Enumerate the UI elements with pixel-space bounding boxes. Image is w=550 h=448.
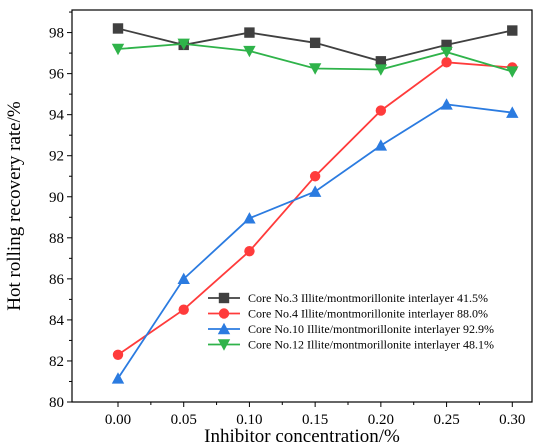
data-point — [244, 245, 255, 257]
data-point — [375, 56, 387, 67]
data-point — [375, 105, 387, 116]
data-point — [112, 349, 124, 360]
x-tick-label: 0.30 — [499, 412, 525, 428]
x-tick-label: 0.15 — [302, 412, 328, 428]
x-tick-label: 0.10 — [236, 412, 262, 428]
legend-label: Core No.3 Illite/montmorillonite interla… — [248, 291, 488, 305]
data-point — [177, 272, 190, 285]
legend-label: Core No.4 Illite/montmorillonite interla… — [248, 307, 488, 321]
legend: Core No.3 Illite/montmorillonite interla… — [208, 291, 494, 352]
axis-ticks: 0.00 0.05 0.10 0.15 0.20 0.25 0.30 80 82 84 86 88 90… — [49, 11, 525, 428]
data-point — [441, 57, 452, 68]
y-tick-label: 96 — [49, 67, 65, 83]
data-point — [308, 63, 322, 75]
y-tick-label: 84 — [49, 313, 65, 329]
y-tick-label: 98 — [49, 26, 64, 42]
legend-marker — [217, 322, 231, 335]
data-point — [374, 139, 388, 151]
data-point — [243, 45, 256, 58]
legend-label: Core No.10 Illite/montmorillonite interl… — [248, 322, 494, 336]
y-tick-label: 80 — [49, 395, 64, 411]
data-point — [111, 43, 125, 56]
legend-marker — [218, 308, 230, 319]
x-axis-title: Inhibitor concentration/% — [204, 426, 400, 447]
x-tick-label: 0.25 — [433, 412, 459, 428]
y-tick-label: 90 — [49, 190, 64, 206]
data-point — [309, 37, 321, 49]
series — [111, 98, 519, 384]
legend-item: Core No.12 Illite/montmorillonite interl… — [208, 338, 494, 352]
plot-frame — [71, 9, 533, 403]
series-layer — [111, 23, 519, 384]
x-tick-label: 0.00 — [105, 412, 131, 428]
data-point — [441, 39, 452, 51]
data-point — [177, 38, 190, 51]
x-tick-label: 0.20 — [368, 412, 394, 428]
x-tick-label: 0.05 — [171, 412, 197, 428]
legend-item: Core No.4 Illite/montmorillonite interla… — [208, 307, 488, 321]
y-tick-label: 82 — [49, 354, 64, 370]
data-point — [506, 106, 519, 118]
series — [111, 38, 519, 78]
data-point — [308, 185, 322, 197]
legend-label: Core No.12 Illite/montmorillonite interl… — [248, 338, 494, 352]
legend-marker — [218, 292, 230, 304]
y-tick-label: 94 — [49, 108, 65, 124]
legend-marker — [217, 339, 231, 351]
data-point — [506, 66, 519, 78]
data-point — [111, 372, 125, 384]
data-point — [507, 25, 518, 36]
legend-item: Core No.10 Illite/montmorillonite interl… — [208, 322, 494, 336]
data-point — [374, 64, 388, 76]
legend-item: Core No.3 Illite/montmorillonite interla… — [208, 291, 488, 305]
data-point — [309, 171, 321, 182]
y-tick-label: 88 — [49, 231, 64, 247]
data-point — [112, 23, 124, 34]
y-axis-title: Hot rolling recovery rate/% — [4, 101, 25, 311]
data-point — [178, 304, 189, 315]
data-point — [440, 46, 453, 59]
data-point — [243, 212, 256, 224]
y-tick-label: 86 — [49, 272, 65, 288]
data-point — [244, 27, 255, 38]
series — [112, 57, 518, 360]
y-tick-label: 92 — [49, 149, 64, 165]
data-point — [440, 98, 453, 110]
